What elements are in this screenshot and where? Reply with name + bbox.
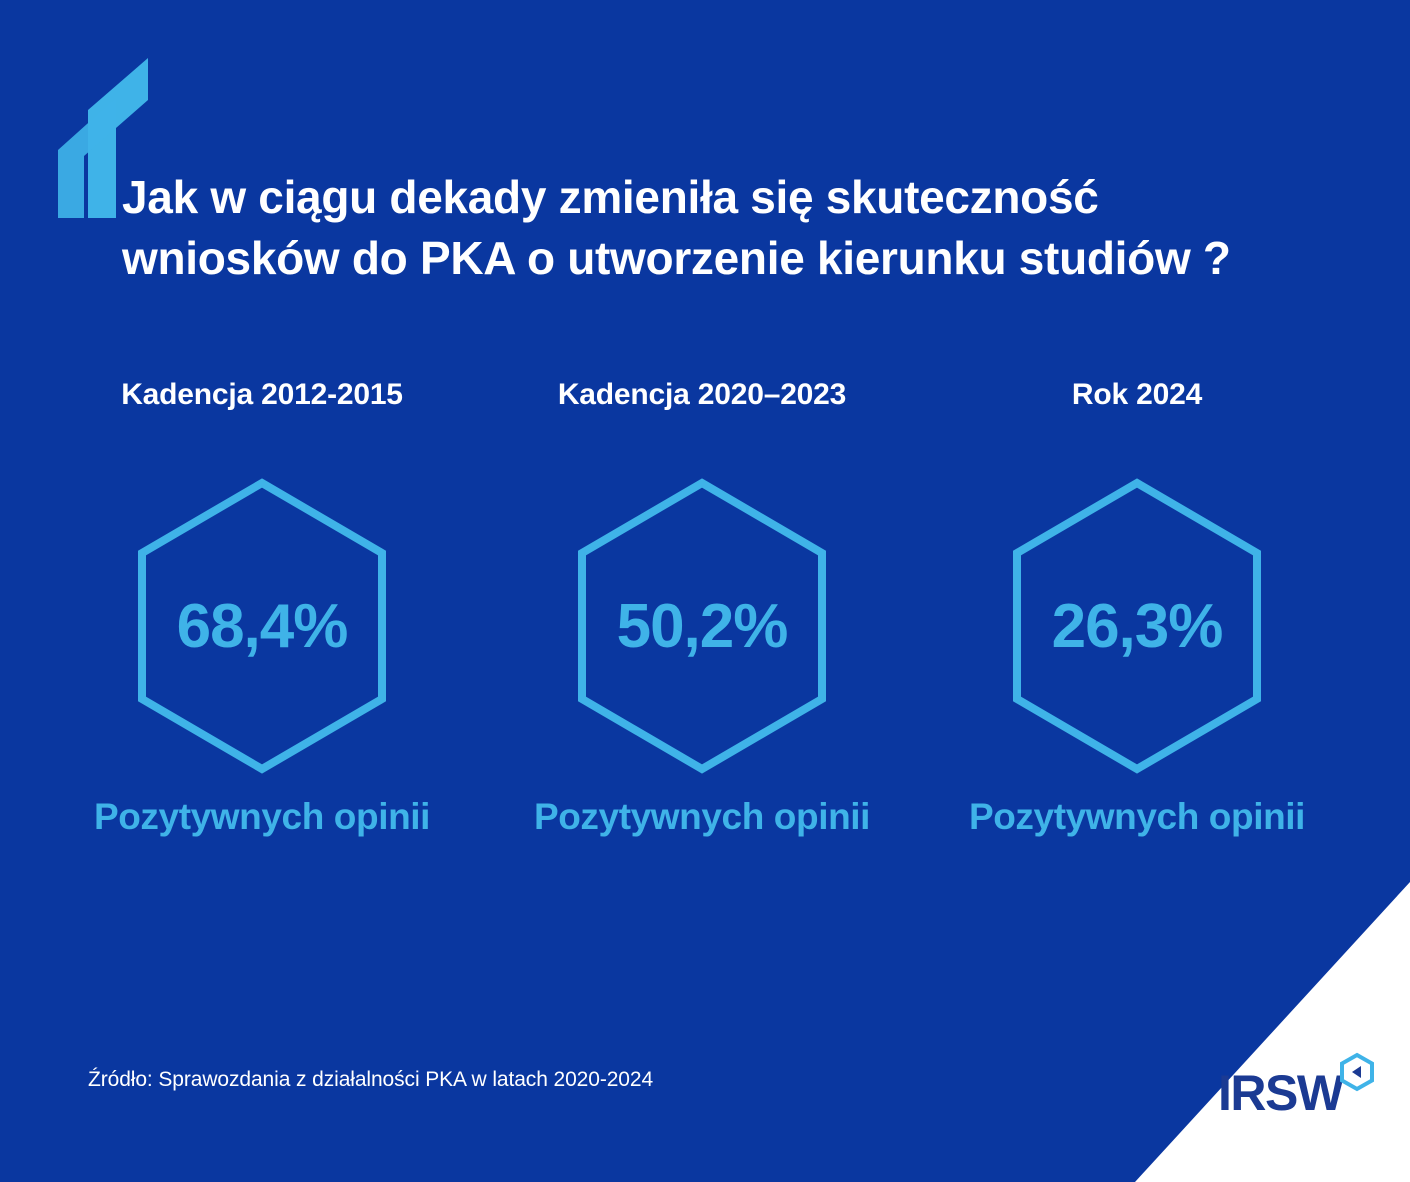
stat-caption-3: Pozytywnych opinii [968,796,1306,837]
hexagon-badge-1: 68,4% [137,478,387,774]
stat-heading-1: Kadencja 2012-2015 [121,378,403,411]
stat-heading-3: Rok 2024 [1071,378,1203,411]
source-note: Źródło: Sprawozdania z działalności PKA … [88,1068,654,1091]
hexagon-play-icon [1337,1052,1377,1097]
stats-row: Kadencja 2012-2015 68,4% Pozytywnych opi… [0,378,1410,838]
stat-block-3: Rok 2024 26,3% Pozytywnych opinii [922,378,1352,838]
stat-value-2: 50,2% [616,591,789,661]
logo-wordmark: IRSW [1218,1065,1344,1121]
stat-caption-2: Pozytywnych opinii [533,796,871,837]
stat-heading-2: Kadencja 2020–2023 [557,378,847,411]
corner-bracket-icon [58,58,178,218]
corner-wedge [1110,882,1410,1182]
stat-value-3: 26,3% [1051,591,1224,661]
hexagon-badge-3: 26,3% [1012,478,1262,774]
hexagon-badge-2: 50,2% [577,478,827,774]
hexagon-icon [1013,478,1261,774]
stat-block-2: Kadencja 2020–2023 50,2% Pozytywnych opi… [482,378,922,838]
hexagon-icon [578,478,826,774]
page-title: Jak w ciągu dekady zmieniła się skuteczn… [122,170,1231,284]
hexagon-icon [138,478,386,774]
stat-value-1: 68,4% [176,591,349,661]
irsw-logo: IRSW [1218,1052,1377,1121]
stat-block-1: Kadencja 2012-2015 68,4% Pozytywnych opi… [42,378,482,838]
stat-caption-1: Pozytywnych opinii [93,796,431,837]
